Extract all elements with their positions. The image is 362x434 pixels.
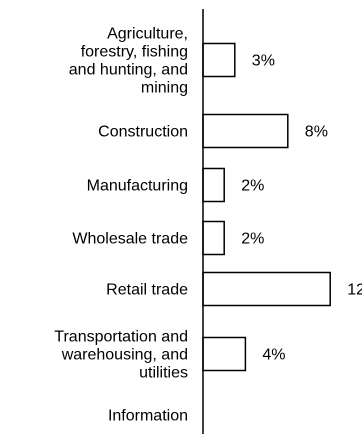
category-label-line: Retail trade xyxy=(106,282,188,299)
bar xyxy=(202,42,236,78)
category-label-line: Wholesale trade xyxy=(72,231,188,248)
category-label: Manufacturing xyxy=(87,178,188,195)
category-label-line: warehousing, and xyxy=(61,347,188,364)
value-label: 12% xyxy=(347,282,362,299)
category-label: Information xyxy=(108,408,188,425)
value-label: 3% xyxy=(252,53,275,70)
category-label-line: Transportation and xyxy=(54,329,188,346)
bar xyxy=(202,336,247,372)
category-label-line: Information xyxy=(108,408,188,425)
value-label: 4% xyxy=(262,347,285,364)
category-labels: Agriculture, forestry, fishing and hunting… xyxy=(54,26,188,425)
value-labels: 3% 8% 2% 2% 12% 4% xyxy=(241,53,362,364)
category-label-line: Construction xyxy=(98,124,188,141)
category-label-line: Manufacturing xyxy=(87,178,188,195)
bars xyxy=(202,42,331,372)
category-label-line: Agriculture, xyxy=(107,26,188,43)
bar xyxy=(202,167,225,203)
category-label-line: forestry, fishing xyxy=(81,44,188,61)
value-label: 2% xyxy=(241,231,264,248)
bar xyxy=(202,271,331,307)
category-label: Agriculture, forestry, fishing and hunting… xyxy=(69,26,188,97)
category-label-line: utilities xyxy=(139,365,188,382)
bar xyxy=(202,113,289,149)
category-label-line: and hunting, and xyxy=(69,62,188,79)
category-label: Construction xyxy=(98,124,188,141)
category-label: Transportation and warehousing, and utilit… xyxy=(54,329,188,382)
value-label: 2% xyxy=(241,178,264,195)
category-label: Wholesale trade xyxy=(72,231,188,248)
bar xyxy=(202,220,225,256)
category-label: Retail trade xyxy=(106,282,188,299)
value-label: 8% xyxy=(305,124,328,141)
category-label-line: mining xyxy=(141,80,188,97)
